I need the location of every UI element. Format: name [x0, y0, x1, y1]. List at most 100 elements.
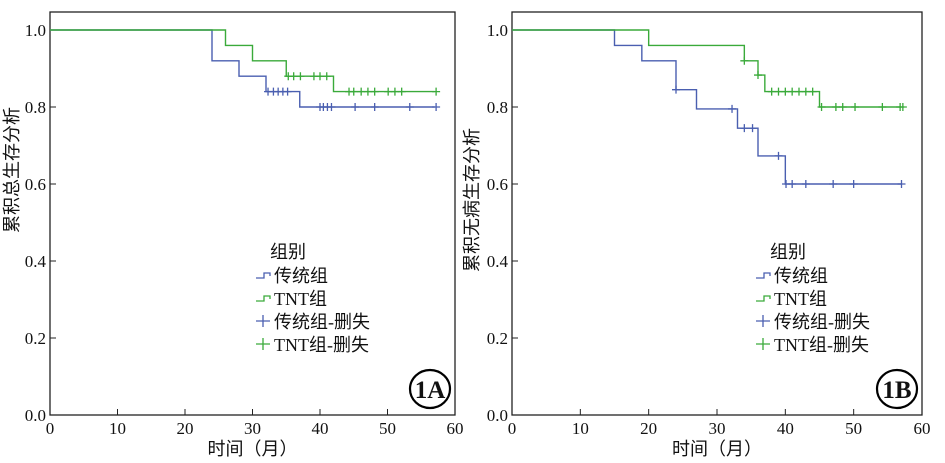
censor-mark: [370, 87, 379, 96]
y-tick-label: 0.6: [487, 175, 508, 194]
y-tick-label: 0.2: [25, 329, 46, 348]
censor-mark: [808, 87, 817, 96]
censor-mark: [829, 180, 838, 188]
legend-entry: TNT组: [274, 289, 327, 309]
y-tick-label: 0.2: [487, 329, 508, 348]
legend-step-symbol: [256, 272, 271, 279]
censor-mark: [817, 103, 826, 111]
censor-mark: [838, 103, 847, 111]
censor-mark: [748, 124, 757, 133]
censor-mark: [878, 103, 887, 111]
censor-mark: [289, 72, 298, 81]
legend-step-symbol: [756, 272, 771, 279]
x-axis-label: 时间（月）: [672, 439, 762, 459]
legend-step-symbol: [756, 295, 771, 302]
censor-mark: [740, 124, 749, 133]
censor-mark: [781, 87, 790, 96]
censor-mark: [672, 85, 680, 94]
legend-entry: 传统组-删失: [274, 312, 370, 332]
y-tick-label: 0.0: [25, 406, 46, 425]
y-tick-label: 1.0: [487, 21, 508, 40]
censor-mark: [774, 87, 783, 96]
x-tick-label: 30: [709, 419, 726, 438]
legend-censor-symbol: [256, 315, 270, 327]
legend-entry: TNT组-删失: [774, 335, 869, 355]
panel-label-circle: [408, 368, 452, 410]
legend-entry: TNT组-删失: [274, 335, 369, 355]
panel-label-circle: [875, 368, 919, 410]
x-tick-label: 20: [640, 419, 657, 438]
y-tick-label: 0.4: [25, 252, 47, 271]
x-tick-label: 40: [777, 419, 794, 438]
censor-mark: [897, 180, 906, 188]
censor-mark: [349, 87, 358, 96]
censor-mark: [390, 87, 399, 96]
y-tick-label: 0.8: [487, 98, 508, 117]
censor-mark: [296, 72, 305, 81]
x-tick-label: 50: [845, 419, 862, 438]
y-tick-label: 0.8: [25, 98, 46, 117]
censor-mark: [774, 151, 783, 160]
series-tnt: [512, 29, 907, 111]
y-axis-label: 累积无病生存分析: [462, 128, 482, 272]
legend-step-symbol: [256, 295, 271, 302]
censor-mark: [432, 87, 441, 96]
legend-entry: 传统组: [774, 266, 828, 286]
x-tick-label: 0: [508, 419, 517, 438]
x-tick-label: 60: [914, 419, 931, 438]
x-axis-label: 时间（月）: [208, 439, 298, 459]
survival-step-line: [512, 29, 902, 108]
censor-mark: [740, 56, 749, 65]
censor-mark: [322, 72, 331, 81]
censor-mark: [397, 87, 406, 96]
legend-entry: TNT组: [774, 289, 827, 309]
y-axis-label: 累积总生存分析: [2, 107, 22, 233]
x-tick-label: 50: [379, 419, 396, 438]
y-tick-label: 0.6: [25, 175, 46, 194]
censor-mark: [831, 103, 840, 111]
legend-entry: 传统组-删失: [774, 312, 870, 332]
legend-censor-symbol: [256, 338, 270, 350]
legend-censor-symbol: [756, 315, 770, 327]
series-tnt: [50, 29, 441, 96]
series-conventional: [50, 29, 441, 111]
censor-mark: [898, 103, 907, 111]
censor-mark: [849, 180, 858, 188]
censor-mark: [316, 72, 324, 81]
censor-mark: [767, 87, 776, 96]
legend-censor-symbol: [756, 338, 770, 350]
legend-title: 组别: [770, 242, 806, 262]
censor-mark: [327, 103, 336, 111]
censor-mark: [384, 87, 393, 96]
censor-mark: [363, 87, 372, 96]
y-tick-label: 0.0: [487, 406, 508, 425]
x-tick-label: 10: [109, 419, 126, 438]
panel-label: 1B: [882, 377, 911, 404]
censor-mark: [351, 103, 360, 111]
x-tick-label: 40: [312, 419, 329, 438]
panel-1B: 0 10 20 30 40 50 60 0.0 0.2 0.4 0.6 0.8 1.0 时间（月） 累积无病…: [462, 11, 931, 459]
x-tick-label: 10: [572, 419, 589, 438]
censor-mark: [370, 103, 379, 111]
x-tick-label: 20: [177, 419, 194, 438]
censor-mark: [795, 87, 803, 96]
x-tick-label: 60: [447, 419, 464, 438]
panel-label: 1A: [415, 377, 446, 404]
censor-mark: [851, 103, 860, 111]
censor-mark: [405, 103, 414, 111]
censor-mark: [728, 104, 737, 113]
panel-1A: 0 10 20 30 40 50 60 0.0 0.2 0.4 0.6 0.8 1.0 时间（月） 累积总生…: [2, 11, 464, 459]
censor-mark: [801, 87, 810, 96]
censor-mark: [801, 180, 810, 188]
legend-title: 组别: [270, 242, 306, 262]
survival-step-line: [50, 29, 435, 93]
censor-mark: [283, 87, 292, 96]
censor-mark: [357, 87, 366, 96]
censor-mark: [754, 71, 762, 80]
series-conventional: [512, 29, 906, 188]
survival-step-line: [50, 29, 435, 108]
legend-entry: 传统组: [274, 266, 328, 286]
